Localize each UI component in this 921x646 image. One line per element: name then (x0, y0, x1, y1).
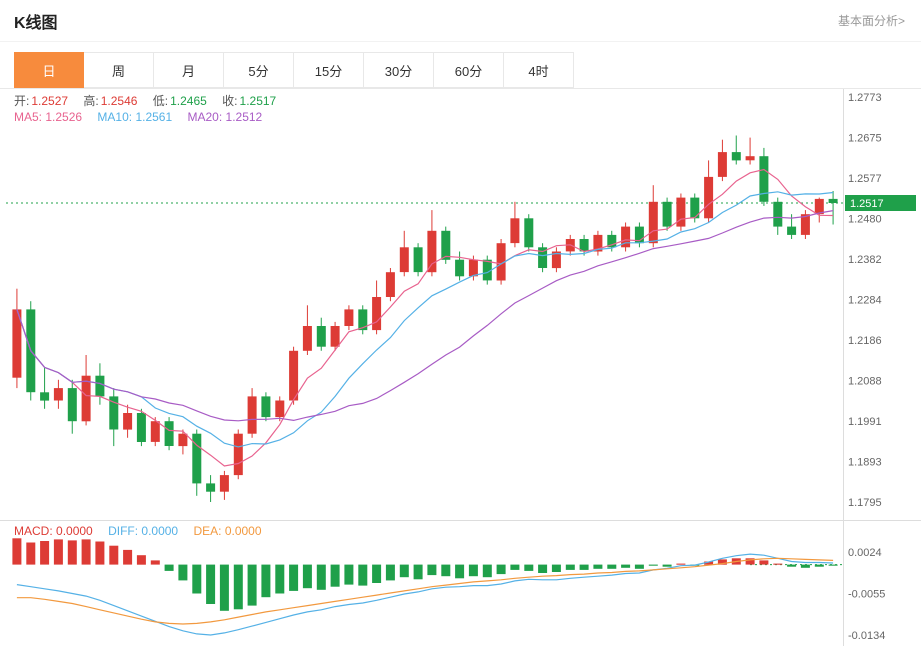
candlestick-chart-svg[interactable]: 1.2773 1.2675 1.2577 1.2480 1.2382 1.2284 1.21… (0, 89, 921, 520)
svg-text:0.0024: 0.0024 (848, 547, 882, 559)
svg-text:1.2675: 1.2675 (848, 133, 882, 145)
candlestick-series (12, 135, 838, 502)
page-title: K线图 (14, 14, 58, 32)
tab-week[interactable]: 周 (84, 52, 154, 88)
tab-month[interactable]: 月 (154, 52, 224, 88)
svg-text:-0.0134: -0.0134 (848, 630, 885, 642)
dea-line (16, 557, 834, 625)
tab-4hour[interactable]: 4时 (504, 52, 574, 88)
svg-text:1.2517: 1.2517 (850, 198, 884, 210)
high-value: 1.2546 (100, 94, 138, 108)
dea-value: 0.0000 (224, 524, 262, 538)
close-value: 1.2517 (239, 94, 277, 108)
ma20-label: MA20: (187, 110, 223, 124)
tab-5min[interactable]: 5分 (224, 52, 294, 88)
high-label: 高: (83, 94, 99, 108)
svg-text:-0.0055: -0.0055 (848, 589, 885, 601)
current-price-tag: 1.2517 (845, 195, 916, 211)
fundamental-analysis-link[interactable]: 基本面分析> (837, 14, 905, 28)
price-axis: 1.2773 1.2675 1.2577 1.2480 1.2382 1.2284 1.21… (848, 92, 882, 509)
ma10-line (16, 191, 834, 448)
svg-text:1.1893: 1.1893 (848, 456, 882, 468)
diff-value: 0.0000 (141, 524, 179, 538)
open-label: 开: (14, 94, 30, 108)
candlestick-chart-panel[interactable]: 开: 1.2527 高: 1.2546 低: 1.2465 收: 1.2517 MA5:… (0, 88, 921, 520)
macd-histogram (12, 538, 838, 611)
chart-header: K线图 基本面分析> (0, 0, 921, 42)
dea-label: DEA: (193, 524, 222, 538)
svg-text:1.2186: 1.2186 (848, 335, 882, 347)
svg-text:1.2284: 1.2284 (848, 295, 882, 307)
diff-label: DIFF: (108, 524, 139, 538)
ma5-value: 1.2526 (45, 110, 83, 124)
svg-text:1.2382: 1.2382 (848, 254, 882, 266)
tab-30min[interactable]: 30分 (364, 52, 434, 88)
ohlc-legend: 开: 1.2527 高: 1.2546 低: 1.2465 收: 1.2517 (14, 92, 288, 109)
tab-60min[interactable]: 60分 (434, 52, 504, 88)
svg-text:1.2577: 1.2577 (848, 173, 882, 185)
svg-text:1.1795: 1.1795 (848, 497, 882, 509)
ma10-label: MA10: (97, 110, 133, 124)
macd-axis: 0.0024 -0.0055 -0.0134 (848, 547, 885, 642)
macd-chart-svg[interactable]: 0.0024 -0.0055 -0.0134 (0, 521, 921, 646)
ma-legend: MA5: 1.2526 MA10: 1.2561 MA20: 1.2512 (14, 110, 274, 124)
ma10-value: 1.2561 (135, 110, 173, 124)
close-label: 收: (222, 94, 238, 108)
ma5-label: MA5: (14, 110, 43, 124)
diff-line (16, 553, 834, 636)
svg-text:1.2088: 1.2088 (848, 376, 882, 388)
ma5-line (16, 168, 834, 467)
tab-day[interactable]: 日 (14, 52, 84, 88)
open-value: 1.2527 (31, 94, 69, 108)
ma20-value: 1.2512 (225, 110, 263, 124)
svg-text:1.2480: 1.2480 (848, 213, 882, 225)
macd-legend: MACD: 0.0000 DIFF: 0.0000 DEA: 0.0000 (14, 524, 274, 538)
tab-15min[interactable]: 15分 (294, 52, 364, 88)
macd-panel[interactable]: MACD: 0.0000 DIFF: 0.0000 DEA: 0.0000 0.… (0, 520, 921, 646)
svg-text:1.1991: 1.1991 (848, 416, 882, 428)
low-label: 低: (152, 94, 169, 108)
timeframe-tabbar: 日 周 月 5分 15分 30分 60分 4时 (14, 52, 921, 88)
svg-text:1.2773: 1.2773 (848, 92, 882, 104)
low-value: 1.2465 (170, 94, 207, 108)
macd-label: MACD: (14, 524, 53, 538)
ma20-line (16, 210, 834, 422)
macd-value: 0.0000 (56, 524, 93, 538)
